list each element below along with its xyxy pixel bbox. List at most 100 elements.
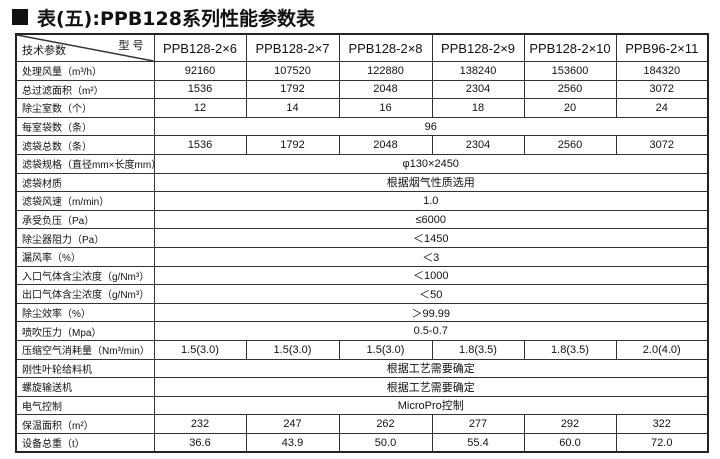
row-value: 2048: [338, 79, 433, 100]
row-label: 承受负压（Pa）: [15, 209, 155, 230]
diagonal-line: [17, 35, 154, 61]
row-value: 292: [523, 414, 617, 434]
row-value-merged: ＜1000: [153, 265, 709, 286]
model-header: PPB96-2×11: [615, 33, 709, 62]
row-value-merged: 根据工艺需要确定: [153, 377, 709, 397]
row-value: 92160: [153, 61, 247, 81]
row-label: 电气控制: [15, 395, 155, 416]
row-value: 247: [245, 414, 340, 434]
table-row: 滤袋材质 根据烟气性质选用: [15, 172, 709, 193]
row-label: 滤袋总数（条）: [15, 135, 155, 155]
row-value: 1.5(3.0): [153, 339, 247, 360]
row-label: 漏风率（%）: [15, 246, 155, 267]
table-row: 滤袋总数（条） 1536 1792 2048 2304 2560 3072: [15, 135, 709, 155]
table-row: 电气控制 MicroPro控制: [15, 395, 709, 416]
model-header: PPB128-2×7: [245, 33, 340, 62]
row-value: 1.8(3.5): [523, 339, 617, 360]
row-value: 1792: [245, 135, 340, 155]
row-label: 压缩空气消耗量（Nm³/min）: [15, 339, 155, 360]
row-value: 2048: [338, 135, 433, 155]
table-title: 表(五):PPB128系列性能参数表: [12, 4, 315, 30]
table-row: 漏风率（%） ＜3: [15, 246, 709, 267]
row-value-merged: ≤6000: [153, 209, 709, 230]
row-value: 1792: [245, 79, 340, 100]
row-value: 2304: [431, 79, 525, 100]
row-value: 122880: [338, 61, 433, 81]
table-row: 除尘器阻力（Pa） ＜1450: [15, 228, 709, 248]
row-value: 277: [431, 414, 525, 434]
row-value-merged: ＜50: [153, 284, 709, 304]
row-value-merged: MicroPro控制: [153, 395, 709, 416]
table-row: 总过滤面积（m²） 1536 1792 2048 2304 2560 3072: [15, 79, 709, 100]
row-value-merged: ＜1450: [153, 228, 709, 248]
row-value-merged: ＜3: [153, 246, 709, 267]
row-value: 43.9: [245, 432, 340, 453]
row-value: 60.0: [523, 432, 617, 453]
row-value-merged: φ130×2450: [153, 153, 709, 174]
table-row: 滤袋规格（直径mm×长度mm） φ130×2450: [15, 153, 709, 174]
corner-param-label: 技术参数: [22, 45, 66, 57]
model-header: PPB128-2×6: [153, 33, 247, 62]
table-row: 处理风量（m³/h） 92160 107520 122880 138240 153600 1…: [15, 61, 709, 81]
row-value: 36.6: [153, 432, 247, 453]
row-value: 3072: [615, 135, 709, 155]
row-value: 153600: [523, 61, 617, 81]
row-value-merged: 0.5-0.7: [153, 321, 709, 341]
row-value: 138240: [431, 61, 525, 81]
row-label: 除尘器阻力（Pa）: [15, 228, 155, 248]
row-value: 1.8(3.5): [431, 339, 525, 360]
performance-parameter-table: 型 号 技术参数 PPB128-2×6 PPB128-2×7 PPB128-2×…: [15, 33, 709, 454]
model-header: PPB128-2×9: [431, 33, 525, 62]
corner-cell: 型 号 技术参数: [15, 33, 155, 62]
row-value-merged: 根据工艺需要确定: [153, 358, 709, 379]
row-label: 处理风量（m³/h）: [15, 61, 155, 81]
row-value: 1.5(3.0): [338, 339, 433, 360]
table-row: 压缩空气消耗量（Nm³/min） 1.5(3.0) 1.5(3.0) 1.5(3.0)…: [15, 339, 709, 360]
table-row: 螺旋输送机 根据工艺需要确定: [15, 377, 709, 397]
table-row: 喷吹压力（Mpa） 0.5-0.7: [15, 321, 709, 341]
row-label: 设备总重（t）: [15, 432, 155, 453]
row-value: 2560: [523, 79, 617, 100]
row-value: 322: [615, 414, 709, 434]
row-value: 16: [338, 98, 433, 118]
row-value: 50.0: [338, 432, 433, 453]
row-value: 20: [523, 98, 617, 118]
row-label: 滤袋风速（m/min）: [15, 191, 155, 211]
table-row: 承受负压（Pa） ≤6000: [15, 209, 709, 230]
row-value-merged: ＞99.99: [153, 302, 709, 323]
row-value: 184320: [615, 61, 709, 81]
row-value: 2304: [431, 135, 525, 155]
row-label: 保温面积（m²）: [15, 414, 155, 434]
table-row: 设备总重（t） 36.6 43.9 50.0 55.4 60.0 72.0: [15, 432, 709, 453]
model-header: PPB128-2×8: [338, 33, 433, 62]
table-row: 除尘效率（%） ＞99.99: [15, 302, 709, 323]
row-value: 1.5(3.0): [245, 339, 340, 360]
row-label: 入口气体含尘浓度（g/Nm³）: [15, 265, 155, 286]
square-bullet-icon: [12, 9, 28, 25]
row-label: 滤袋材质: [15, 172, 155, 193]
row-label: 滤袋规格（直径mm×长度mm）: [15, 153, 155, 174]
row-value-merged: 1.0: [153, 191, 709, 211]
row-value-merged: 根据烟气性质选用: [153, 172, 709, 193]
row-label: 总过滤面积（m²）: [15, 79, 155, 100]
title-text: 表(五):PPB128系列性能参数表: [37, 7, 315, 30]
row-label: 出口气体含尘浓度（g/Nm³）: [15, 284, 155, 304]
table-row: 每室袋数（条） 96: [15, 116, 709, 137]
row-value: 72.0: [615, 432, 709, 453]
row-value-merged: 96: [153, 116, 709, 137]
row-label: 喷吹压力（Mpa）: [15, 321, 155, 341]
row-label: 刚性叶轮给料机: [15, 358, 155, 379]
row-label: 每室袋数（条）: [15, 116, 155, 137]
row-value: 1536: [153, 79, 247, 100]
row-value: 1536: [153, 135, 247, 155]
row-value: 55.4: [431, 432, 525, 453]
row-value: 24: [615, 98, 709, 118]
table-row: 刚性叶轮给料机 根据工艺需要确定: [15, 358, 709, 379]
row-value: 3072: [615, 79, 709, 100]
row-label: 螺旋输送机: [15, 377, 155, 397]
header-row: 型 号 技术参数 PPB128-2×6 PPB128-2×7 PPB128-2×…: [15, 33, 709, 62]
row-value: 2560: [523, 135, 617, 155]
corner-model-label: 型 号: [118, 40, 144, 52]
table-row: 出口气体含尘浓度（g/Nm³） ＜50: [15, 284, 709, 304]
row-value: 107520: [245, 61, 340, 81]
